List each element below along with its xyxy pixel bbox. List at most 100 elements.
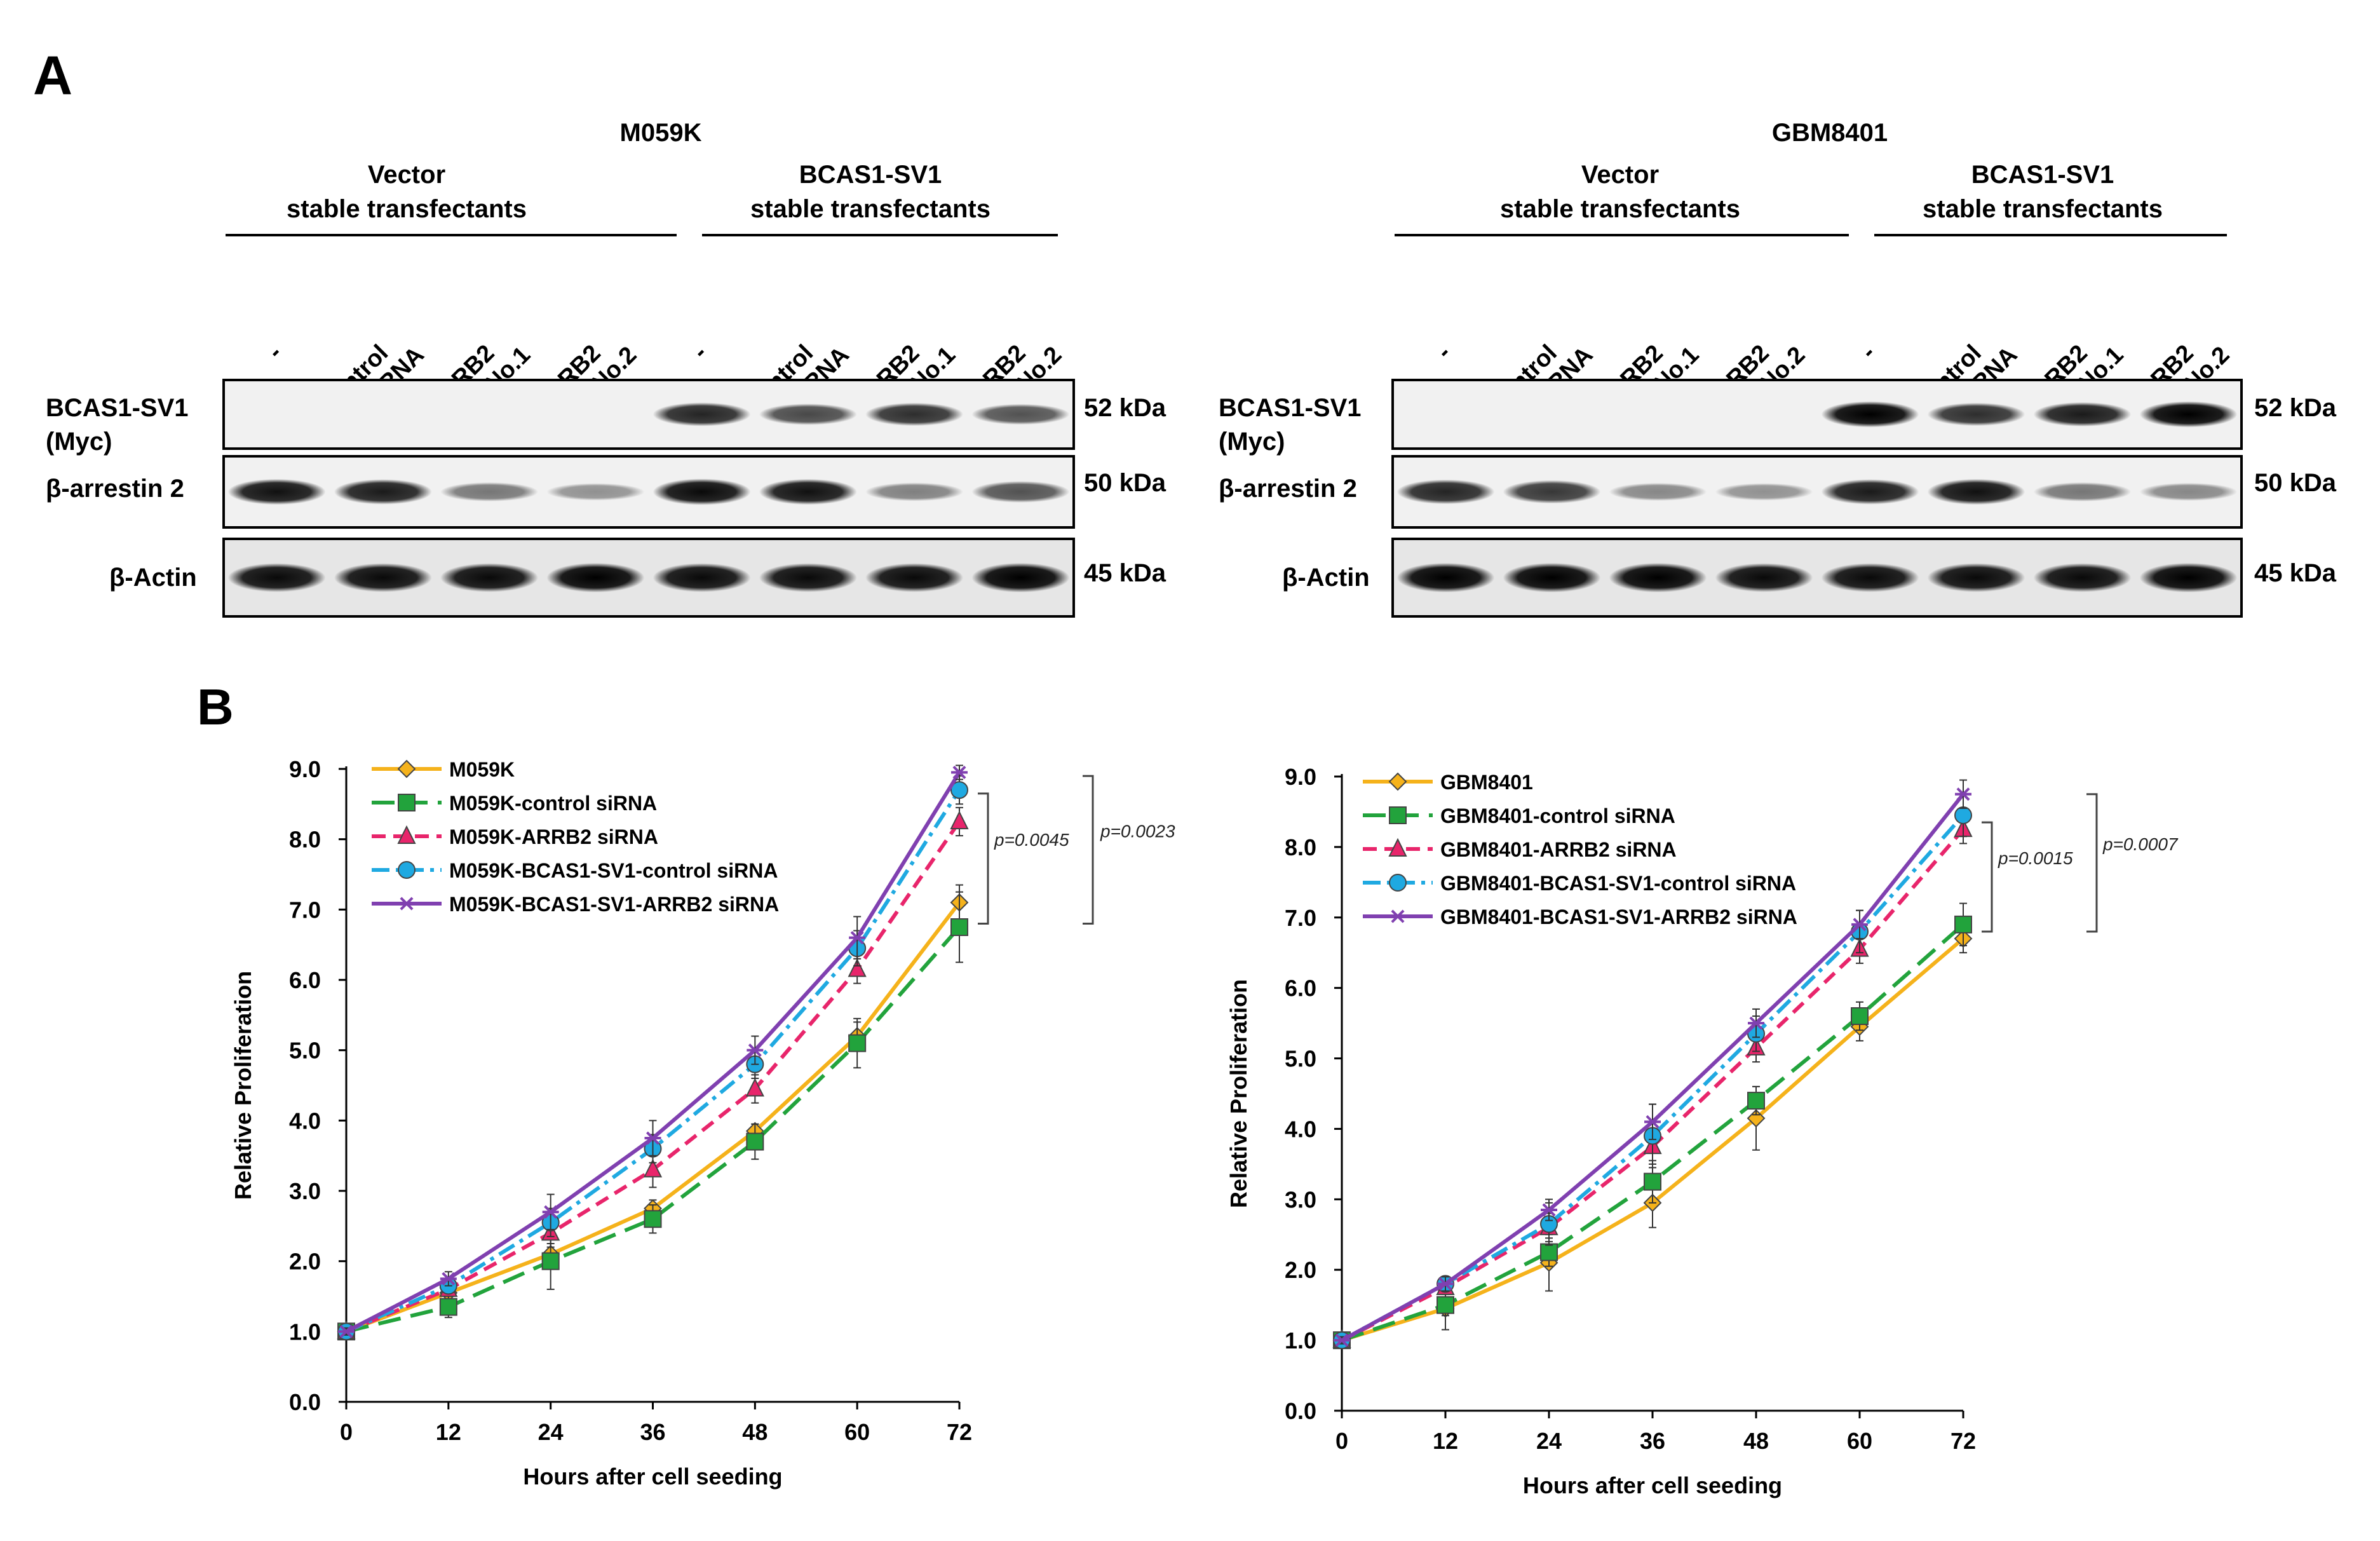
blot-band [759, 479, 857, 505]
proliferation-chart-gbm8401: 0.0 1.0 2.0 3.0 4.0 5.0 6.0 7.0 8.0 9.0 0 12 24 36 48 6… [1226, 764, 2179, 1498]
blot-band [1715, 483, 1813, 501]
data-point [1851, 1007, 1869, 1026]
blot-band [546, 483, 645, 501]
data-point [542, 1205, 559, 1219]
star-stroke [1956, 787, 1970, 801]
blot-band [971, 404, 1070, 425]
legend-label: GBM8401-BCAS1-SV1-control siRNA [1440, 872, 1796, 895]
y-axis-label: Relative Proliferation [1226, 979, 1252, 1208]
data-point [644, 1210, 662, 1228]
group-label-line1: BCAS1-SV1 [1971, 161, 2114, 189]
data-point [1644, 1115, 1661, 1129]
series-line [345, 901, 961, 1334]
blot-band [1396, 479, 1495, 505]
y-tick-label: 8.0 [1285, 834, 1316, 860]
x-tick-label: 72 [947, 1419, 972, 1445]
blot-band [2139, 482, 2238, 501]
blot-band [1927, 402, 2025, 426]
legend-entry: GBM8401-control siRNA [1363, 804, 1675, 827]
blot-band [2033, 402, 2132, 427]
data-point [1437, 1277, 1454, 1291]
blot-band [759, 563, 857, 592]
data-point [745, 1078, 764, 1097]
blot-band [759, 404, 857, 425]
blot-band [971, 481, 1070, 503]
x-axis-label: Hours after cell seeding [1523, 1472, 1782, 1498]
data-point [1955, 787, 1971, 801]
y-tick-label: 6.0 [1285, 975, 1316, 1001]
y-tick-label: 2.0 [1285, 1257, 1316, 1283]
legend-entry: M059K-BCAS1-SV1-control siRNA [372, 859, 778, 882]
x-tick-label: 12 [436, 1419, 461, 1445]
y-tick-label: 8.0 [289, 827, 321, 853]
star-stroke [400, 897, 414, 911]
data-point [951, 766, 968, 780]
star-stroke [1335, 1333, 1349, 1347]
y-tick-label: 0.0 [289, 1389, 321, 1415]
blot-kda-label: 52 kDa [1084, 394, 1166, 422]
blot-band [865, 402, 964, 426]
western-blot-m059k: M059K Vector stable transfectants BCAS1-SV1… [46, 119, 1166, 618]
legend-marker [1389, 874, 1407, 892]
data-point [338, 1324, 355, 1338]
legend-marker [397, 759, 416, 778]
data-point [1644, 1172, 1661, 1191]
blot-row-label: β-arrestin 2 [46, 475, 184, 503]
lane-label: - [687, 340, 712, 365]
blot-band [652, 402, 751, 426]
legend-entry: GBM8401-ARRB2 siRNA [1363, 838, 1677, 861]
lane-label: - [1431, 340, 1456, 365]
legend-marker [1389, 909, 1406, 923]
y-axis-label: Relative Proliferation [230, 971, 256, 1200]
blot-kda-label: 50 kDa [1084, 469, 1166, 497]
blot-band [1927, 563, 2025, 592]
blot-band [865, 482, 964, 501]
group-label-line1: BCAS1-SV1 [799, 161, 942, 189]
y-tick-label: 1.0 [289, 1319, 321, 1345]
blot-band [865, 563, 964, 592]
p-value-annotation: p=0.0045 [994, 830, 1069, 850]
x-tick-label: 24 [1536, 1428, 1562, 1454]
y-tick-label: 2.0 [289, 1249, 321, 1275]
group-label-line1: Vector [1581, 161, 1659, 189]
data-point [1541, 1203, 1557, 1217]
y-tick-label: 6.0 [289, 967, 321, 993]
lane-label-line1: - [1856, 340, 1881, 365]
y-tick-label: 3.0 [289, 1178, 321, 1204]
blot-band [440, 563, 539, 592]
y-tick-label: 9.0 [289, 756, 321, 782]
data-point [950, 781, 968, 799]
data-point [644, 1131, 661, 1145]
p-value-annotation: p=0.0015 [1998, 848, 2073, 868]
y-tick-label: 7.0 [289, 897, 321, 923]
legend-label: GBM8401 [1440, 771, 1533, 794]
data-point [747, 1043, 764, 1057]
data-point [746, 1132, 764, 1151]
star-stroke [1749, 1016, 1763, 1030]
series-line [345, 771, 961, 1333]
p-value-bracket [1083, 775, 1094, 925]
proliferation-chart-m059k: 0.0 1.0 2.0 3.0 4.0 5.0 6.0 7.0 8.0 9.0 0 12 24 36 48 6… [230, 756, 1175, 1490]
p-value-bracket [1982, 821, 1993, 933]
legend-marker [398, 897, 415, 911]
x-tick-label: 72 [1951, 1428, 1976, 1454]
lane-label-line1: - [262, 340, 287, 365]
legend-entry: GBM8401-BCAS1-SV1-ARRB2 siRNA [1363, 906, 1797, 928]
group-label-line2: stable transfectants [750, 195, 991, 223]
data-point [1540, 1243, 1558, 1261]
blot-band [1821, 401, 1919, 428]
blot-band [2033, 563, 2132, 592]
lane-label: - [262, 340, 287, 365]
blot-band [2033, 482, 2132, 502]
legend-label: GBM8401-control siRNA [1440, 804, 1675, 827]
star-stroke [748, 1043, 762, 1057]
y-tick-label: 9.0 [1285, 764, 1316, 790]
star-stroke [952, 766, 966, 780]
blot-kda-label: 45 kDa [1084, 559, 1166, 587]
panel-label-a: A [33, 45, 72, 106]
series-5 [1334, 779, 1971, 1347]
blot-band [1396, 562, 1495, 593]
star-stroke [1542, 1203, 1556, 1217]
y-tick-label: 0.0 [1285, 1398, 1316, 1424]
